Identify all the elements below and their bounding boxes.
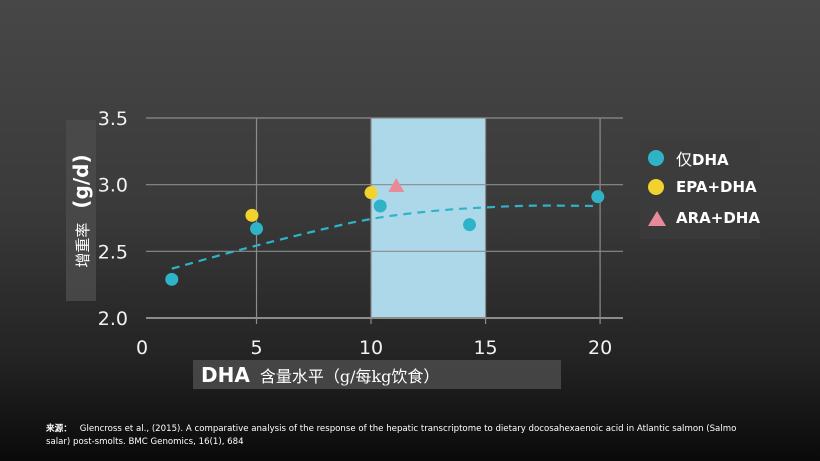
y-tick-label-3: 3.0	[98, 175, 128, 197]
legend-marker-epa-dha	[648, 179, 664, 195]
legend-label-dha-only: 仅DHA	[676, 150, 729, 169]
legend-item-dha-only: 仅DHA	[648, 146, 729, 170]
x-tick-label-10: 10	[359, 337, 383, 359]
y-axis-label-box	[66, 120, 96, 301]
legend-label-epa-dha: EPA+DHA	[676, 178, 757, 196]
data-point-epa-dha-0	[245, 208, 259, 222]
data-point-ara-dha-0	[388, 178, 405, 192]
x-tick-label-5: 5	[250, 337, 262, 359]
legend-marker-dha-only	[648, 150, 664, 166]
source-label: 来源：	[46, 424, 72, 434]
x-tick-label-20: 20	[588, 337, 612, 359]
source-text: Glencross et al., (2015). A comparative …	[46, 424, 737, 447]
x-tick-label-15: 15	[473, 337, 497, 359]
y-axis-label-text: 增重率	[74, 222, 92, 268]
data-point-dha-1	[250, 222, 264, 236]
y-tick-label-2-5: 2.5	[98, 241, 128, 263]
data-point-dha-3	[463, 218, 477, 232]
source-citation: 来源： Glencross et al., (2015). A comparati…	[46, 423, 746, 449]
x-axis-label-rest: 含量水平（g/每kg饮食）	[259, 366, 440, 386]
x-axis-label-strong: DHA	[201, 362, 250, 387]
y-axis-label-unit: (g/d)	[69, 154, 93, 209]
highlight-band	[371, 118, 486, 318]
x-axis-label: DHA 含量水平（g/每kg饮食）	[193, 360, 561, 389]
data-point-dha-4	[591, 190, 605, 204]
legend-label-ara-dha: ARA+DHA	[676, 209, 760, 227]
data-point-epa-dha-1	[364, 186, 378, 200]
y-tick-label-3-5: 3.5	[98, 108, 128, 130]
data-point-dha-2	[373, 199, 387, 213]
x-tick-label-0: 0	[136, 337, 148, 359]
data-point-dha-0	[165, 272, 179, 286]
trend-line	[171, 204, 598, 270]
legend-item-ara-dha: ARA+DHA	[648, 209, 760, 227]
y-tick-label-2: 2.0	[98, 308, 128, 330]
legend-marker-ara-dha	[648, 210, 666, 226]
legend-item-epa-dha: EPA+DHA	[648, 178, 757, 196]
